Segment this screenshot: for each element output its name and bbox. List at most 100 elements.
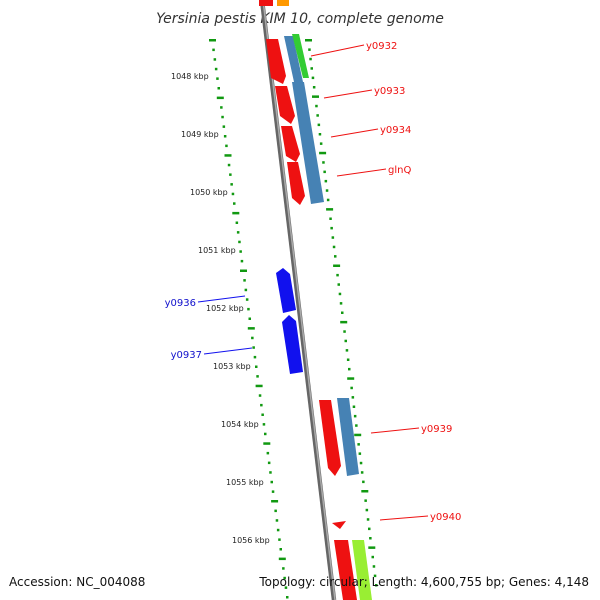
ruler-dot-right — [317, 123, 321, 127]
cds-y0937[interactable] — [282, 315, 303, 374]
ruler-dot-left — [233, 202, 236, 205]
gene-label-y0933[interactable]: y0933 — [374, 86, 405, 97]
ruler-dot-left — [213, 58, 217, 61]
ruler-dot-left — [258, 394, 262, 397]
ruler-dot-left — [255, 384, 263, 388]
ruler-dot-right — [316, 114, 319, 117]
cds-glnQ[interactable] — [287, 162, 305, 205]
ruler-dot-right — [371, 555, 374, 559]
cds-y0933[interactable] — [275, 86, 295, 124]
annotation-y0933-y0934-glnQ[interactable] — [292, 82, 324, 204]
ruler-dot-right — [352, 405, 356, 408]
ruler-dot-left — [275, 519, 279, 522]
ruler-dot-left — [231, 192, 235, 196]
ruler-dot-right — [308, 48, 311, 51]
ruler-dot-right — [329, 217, 332, 220]
ruler-dot-left — [245, 298, 249, 301]
cds-y0936[interactable] — [276, 268, 296, 313]
ruler-dot-left — [251, 336, 254, 340]
gene-label-y0934[interactable]: y0934 — [380, 125, 411, 136]
annotation-y0939[interactable] — [337, 398, 359, 476]
ruler-dot-left — [227, 163, 231, 167]
ruler-dot-right — [372, 565, 376, 568]
ruler-dot-right — [364, 499, 367, 502]
ruler-dot-right — [315, 104, 318, 108]
ruler-dot-left — [225, 144, 228, 148]
ruler-dot-left — [262, 423, 266, 426]
ruler-dot-right — [340, 320, 348, 324]
ruler-dot-left — [221, 115, 224, 119]
ruler-dot-left — [274, 509, 277, 513]
cds-y0938[interactable] — [319, 400, 341, 476]
ruler-dot-left — [256, 375, 259, 378]
ruler-dot-left — [230, 183, 233, 186]
ruler-dot-right — [368, 527, 371, 531]
cds-y0932[interactable] — [266, 39, 286, 84]
ruler-dot-right — [312, 95, 319, 98]
gene-label-y0939[interactable]: y0939 — [421, 424, 452, 435]
gene-label-y0937[interactable]: y0937 — [171, 350, 202, 361]
ruler-dot-left — [271, 490, 275, 493]
gene-labels-right: y0932 y0933 y0934 glnQ y0939 y0940 — [366, 41, 461, 523]
ruler-dot-right — [325, 189, 329, 192]
cds-bottom-partial[interactable] — [334, 540, 357, 600]
ruler-dot-left — [283, 576, 286, 580]
ruler-dot-right — [332, 245, 336, 249]
cds-y0934[interactable] — [281, 126, 300, 162]
ruler-dot-right — [358, 452, 362, 455]
tick-label-1054: 1054 kbp — [221, 420, 259, 429]
ruler-dot-left — [212, 48, 215, 52]
cds-y0940[interactable] — [332, 521, 346, 529]
genome-backbone — [259, 0, 337, 600]
gene-label-leaders — [197, 44, 429, 521]
ruler-dot-left — [223, 135, 227, 138]
ruler-dot-left — [239, 250, 242, 253]
ruler-dot-left — [222, 125, 226, 128]
ruler-dots — [209, 39, 378, 599]
annotation-y0932[interactable] — [284, 36, 303, 82]
ruler-dot-left — [247, 307, 250, 311]
ruler-dot-right — [310, 67, 313, 70]
forward-cds-track — [266, 39, 357, 600]
ruler-dot-left — [238, 240, 241, 244]
ruler-dot-left — [266, 451, 270, 455]
ruler-dot-left — [276, 528, 280, 532]
ruler-dot-left — [216, 96, 224, 100]
ruler-dot-right — [369, 537, 372, 540]
ruler-dot-right — [345, 349, 349, 352]
ruler-dot-right — [362, 480, 365, 484]
annotation-bottom-lime[interactable] — [352, 540, 372, 600]
ruler-dot-left — [282, 567, 285, 570]
tick-label-1056: 1056 kbp — [232, 536, 270, 545]
ruler-dot-right — [334, 255, 337, 258]
gene-label-y0936[interactable]: y0936 — [165, 298, 196, 309]
ruler-dot-right — [343, 330, 346, 333]
feature-top-partial — [259, 0, 289, 6]
ruler-dot-right — [344, 339, 347, 343]
ruler-dot-right — [365, 508, 369, 512]
gene-label-y0932[interactable]: y0932 — [366, 41, 397, 52]
topology-text: Topology: circular; Length: 4,600,755 bp… — [258, 575, 589, 589]
ruler-dot-right — [311, 76, 315, 80]
ruler-dot-right — [360, 471, 364, 474]
ruler-dot-left — [243, 279, 246, 282]
annotation-y0932-green[interactable] — [292, 34, 309, 78]
ruler-dot-left — [217, 87, 220, 90]
ruler-dot-left — [220, 106, 223, 109]
ruler-dot-left — [267, 461, 271, 465]
gene-label-y0940[interactable]: y0940 — [430, 512, 461, 523]
ruler-dot-right — [375, 584, 378, 587]
ruler-dot-right — [305, 39, 312, 42]
genome-title: Yersinia pestis KIM 10, complete genome — [156, 11, 444, 27]
ruler-dot-right — [319, 151, 327, 155]
ruler-dot-left — [253, 355, 257, 359]
ruler-dot-left — [252, 346, 255, 349]
ruler-dot-left — [260, 403, 263, 407]
gene-label-glnQ[interactable]: glnQ — [388, 165, 411, 176]
tick-label-1049: 1049 kbp — [181, 130, 219, 139]
ruler-dot-right — [357, 443, 360, 446]
ruler-dot-right — [368, 546, 376, 549]
ruler-dot-right — [326, 198, 330, 202]
ruler-dot-left — [235, 221, 239, 224]
